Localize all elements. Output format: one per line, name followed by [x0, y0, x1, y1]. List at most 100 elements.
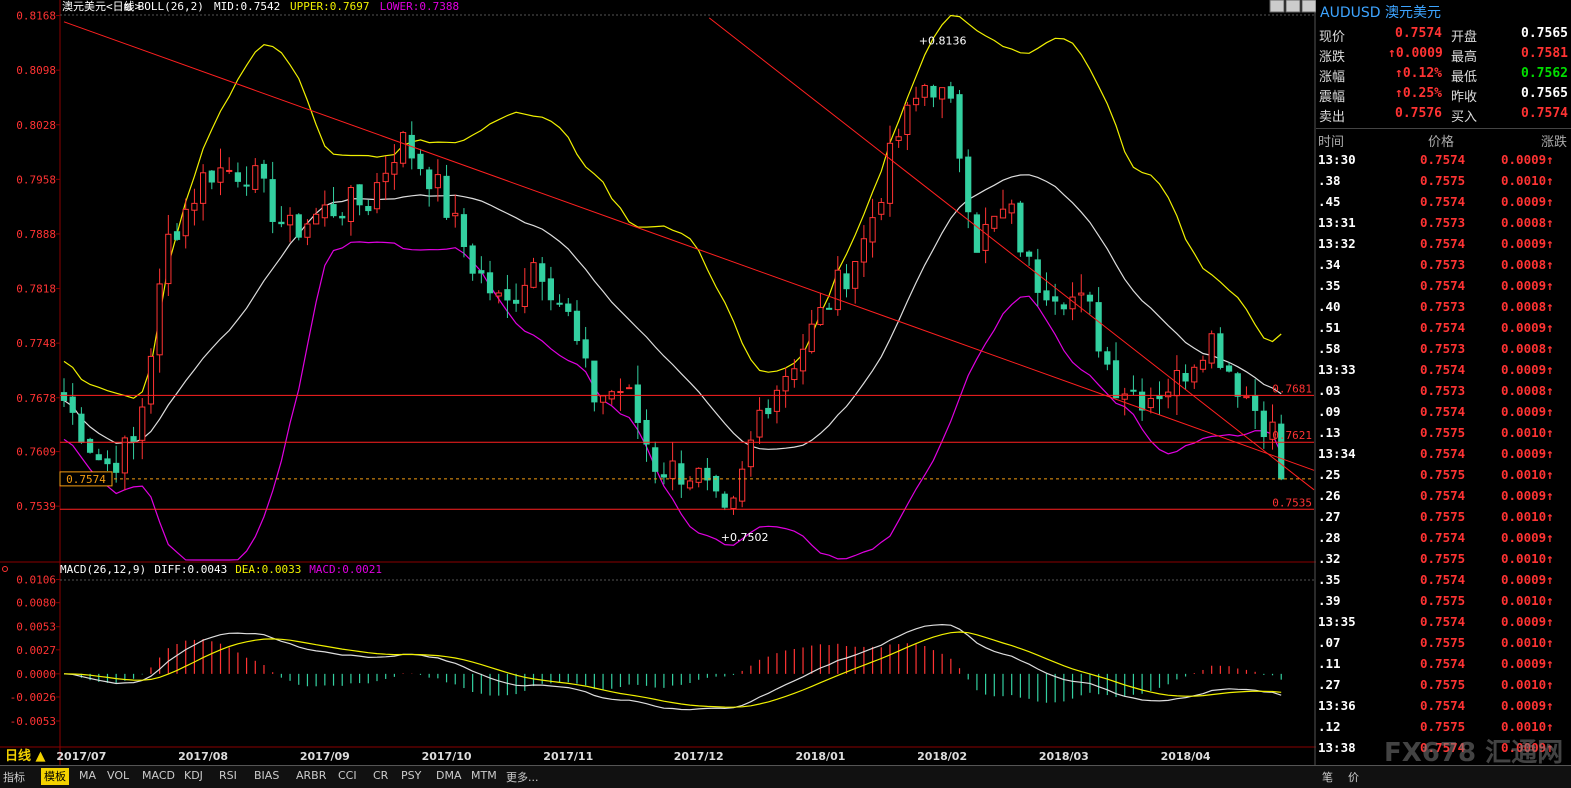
tick-time: .25	[1318, 467, 1341, 482]
indicator-tab[interactable]: RSI	[219, 769, 237, 782]
candle-body	[904, 104, 911, 136]
candle-body	[426, 169, 433, 190]
candle-body	[173, 231, 181, 240]
tick-row: .03 0.7573 0.0008↑	[1316, 380, 1571, 401]
candle-body	[591, 360, 598, 403]
candle-body	[460, 214, 468, 247]
candle-body	[556, 302, 563, 305]
tick-time: 13:33	[1318, 362, 1356, 377]
candle-body	[704, 467, 711, 481]
tick-row: .12 0.7575 0.0010↑	[1316, 716, 1571, 737]
candle-body	[1225, 365, 1233, 372]
indicator-tab[interactable]: ARBR	[296, 769, 327, 782]
tick-time: 13:30	[1318, 152, 1356, 167]
window-button[interactable]	[1301, 0, 1316, 13]
tick-time: .09	[1318, 404, 1341, 419]
tick-price: 0.7573	[1420, 341, 1466, 356]
tick-time: .38	[1318, 173, 1341, 188]
quote-footer-tab[interactable]: 笔	[1322, 771, 1333, 784]
indicator-tab[interactable]: VOL	[107, 769, 130, 782]
candle-body	[139, 406, 146, 441]
tick-change: 0.0010↑	[1501, 719, 1554, 734]
candle-body	[165, 233, 172, 285]
kline-chart[interactable]: 0.7681 0.7621 0.7535 0.7574 0.8168 0.8098 0.8…	[0, 0, 1316, 765]
macd-tick-label: 0.0027	[16, 644, 56, 657]
tick-time: .32	[1318, 551, 1341, 566]
tick-change: 0.0009↑	[1501, 404, 1554, 419]
candle-body	[130, 436, 137, 443]
macd-tick-label: 0.0053	[16, 621, 56, 634]
tick-change: 0.0010↑	[1501, 593, 1554, 608]
candle-body	[956, 94, 963, 159]
quote-footer-tab[interactable]: 价	[1348, 771, 1359, 784]
tick-time: .26	[1318, 488, 1341, 503]
candle-body	[1217, 333, 1224, 368]
indicator-tab[interactable]: CR	[373, 769, 389, 782]
tick-row: .09 0.7574 0.0009↑	[1316, 401, 1571, 422]
boll-header-text: ▨ BOLL(26,2)	[124, 0, 203, 13]
indicator-tab[interactable]: MA	[79, 769, 97, 782]
candle-body	[304, 223, 311, 238]
quote-value: ↑0.12%	[1395, 66, 1442, 81]
candle-body	[521, 284, 528, 308]
indicator-tab[interactable]: 模板	[41, 768, 69, 785]
tick-change: 0.0009↑	[1501, 656, 1554, 671]
candle-body	[243, 184, 250, 187]
tick-time: 13:35	[1318, 614, 1356, 629]
indicator-tab[interactable]: MACD	[142, 769, 175, 782]
level-label: 0.7535	[1272, 496, 1312, 509]
indicator-tab[interactable]: BIAS	[254, 769, 280, 782]
indicator-tab[interactable]: DMA	[436, 769, 462, 782]
candle-body	[565, 303, 572, 312]
tick-time: .58	[1318, 341, 1341, 356]
candle-body	[1112, 360, 1120, 399]
indicator-tab[interactable]: 指标	[3, 771, 25, 784]
x-tick-label: 2017/08	[178, 750, 228, 763]
candle-body	[869, 217, 876, 243]
x-tick-label: 2018/01	[795, 750, 845, 763]
tick-time: 13:38	[1318, 740, 1356, 755]
tick-time: .51	[1318, 320, 1341, 335]
quote-header: AUDUSD 澳元美元	[1316, 0, 1571, 22]
tick-time: .35	[1318, 278, 1341, 293]
candle-body	[1147, 397, 1154, 409]
quote-value: 0.7562	[1521, 66, 1568, 81]
low-annotation: +0.7502	[721, 531, 769, 544]
price-tick-label: 0.7748	[16, 337, 56, 350]
tick-header-label: 涨跌	[1541, 135, 1568, 150]
candle-body	[617, 391, 624, 394]
tick-row: 13:32 0.7574 0.0009↑	[1316, 233, 1571, 254]
tick-change: 0.0010↑	[1501, 173, 1554, 188]
indicator-tab[interactable]: PSY	[401, 769, 422, 782]
candle-body	[260, 163, 268, 179]
level-label: 0.7681	[1272, 382, 1312, 395]
tick-row: 13:33 0.7574 0.0009↑	[1316, 359, 1571, 380]
candle-body	[1104, 351, 1111, 365]
indicator-tab[interactable]: 更多...	[506, 771, 539, 784]
tick-change: 0.0009↑	[1501, 236, 1554, 251]
candle-body	[573, 310, 581, 342]
candle-body	[1252, 395, 1259, 411]
tick-change: 0.0009↑	[1501, 320, 1554, 335]
quote-label: 最低	[1451, 70, 1478, 85]
window-button[interactable]	[1269, 0, 1285, 13]
tick-time: .11	[1318, 656, 1341, 671]
candle-body	[1060, 304, 1067, 310]
tick-change: 0.0008↑	[1501, 383, 1554, 398]
candle-body	[208, 170, 215, 183]
window-button[interactable]	[1285, 0, 1301, 13]
tick-change: 0.0009↑	[1501, 152, 1554, 167]
tick-row: .27 0.7575 0.0010↑	[1316, 674, 1571, 695]
indicator-tab[interactable]: KDJ	[184, 769, 203, 782]
tick-change: 0.0010↑	[1501, 635, 1554, 650]
indicator-tab[interactable]: MTM	[471, 769, 497, 782]
candle-body	[965, 156, 972, 213]
price-tick-label: 0.7958	[16, 173, 56, 186]
indicator-tab[interactable]: CCI	[338, 769, 357, 782]
x-tick-label: 2017/09	[300, 750, 350, 763]
tick-time: .27	[1318, 677, 1341, 692]
quote-label: 最高	[1451, 50, 1478, 65]
tick-change: 0.0008↑	[1501, 299, 1554, 314]
tick-change: 0.0009↑	[1501, 488, 1554, 503]
candle-body	[599, 395, 607, 403]
